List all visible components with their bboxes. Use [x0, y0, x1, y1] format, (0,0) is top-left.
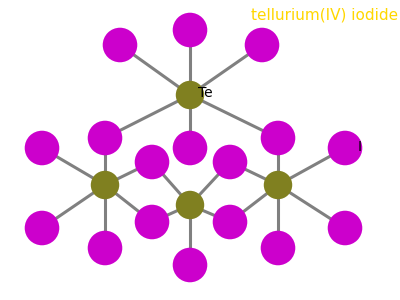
Point	[275, 136, 281, 140]
Point	[342, 226, 348, 230]
Point	[117, 43, 123, 47]
Point	[39, 226, 45, 230]
Text: Te: Te	[198, 86, 213, 100]
Point	[227, 160, 233, 164]
Point	[187, 146, 193, 150]
Point	[227, 220, 233, 224]
Point	[275, 246, 281, 250]
Point	[187, 93, 193, 98]
Text: tellurium(IV) iodide: tellurium(IV) iodide	[251, 8, 398, 23]
Point	[187, 262, 193, 267]
Point	[102, 183, 108, 188]
Point	[149, 220, 155, 224]
Point	[187, 202, 193, 207]
Point	[275, 183, 281, 188]
Point	[187, 28, 193, 32]
Point	[39, 146, 45, 150]
Point	[342, 146, 348, 150]
Point	[102, 246, 108, 250]
Text: I: I	[358, 140, 362, 154]
Point	[149, 160, 155, 164]
Point	[102, 136, 108, 140]
Point	[259, 43, 265, 47]
